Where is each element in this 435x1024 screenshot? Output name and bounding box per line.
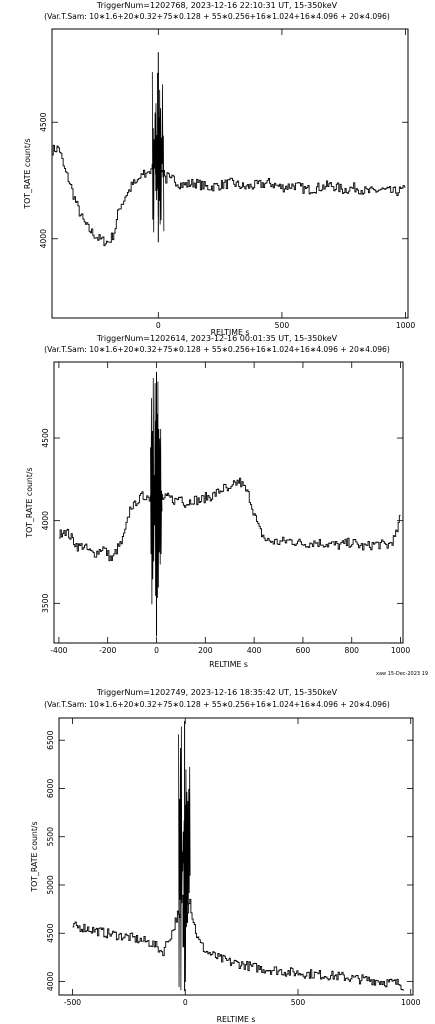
- y-tick-label: 6500: [46, 730, 55, 749]
- y-tick-label: 3500: [41, 593, 50, 612]
- x-axis-label: RELTIME s: [209, 660, 248, 669]
- lightcurve-panel-3: TriggerNum=1202749, 2023-12-16 18:35:42 …: [30, 688, 421, 1024]
- plot-frame: [58, 717, 414, 996]
- x-tick-label: 800: [344, 646, 359, 655]
- chart-title: TriggerNum=1202768, 2023-12-16 22:10:31 …: [96, 1, 338, 10]
- x-tick-label: 500: [291, 998, 306, 1007]
- y-tick-label: 4500: [39, 112, 48, 131]
- plot-frame: [51, 28, 409, 319]
- x-tick-label: 400: [247, 646, 262, 655]
- x-tick-label: 1000: [401, 998, 420, 1007]
- lightcurve-series-0: [72, 839, 404, 991]
- x-tick-label: 1000: [391, 646, 410, 655]
- x-tick-label: -500: [64, 998, 81, 1007]
- lightcurve-series-0: [58, 420, 401, 567]
- chart-title: TriggerNum=1202614, 2023-12-16 00:01:35 …: [96, 334, 338, 343]
- y-tick-label: 4000: [46, 972, 55, 991]
- chart-subtitle: (Var.T.Sam: 10∗1.6+20∗0.32+75∗0.128 + 55…: [44, 700, 390, 709]
- y-tick-label: 4000: [41, 511, 50, 530]
- x-axis-label: RELTIME s: [211, 328, 250, 337]
- x-tick-label: 500: [275, 321, 290, 330]
- lightcurve-series-0: [52, 72, 406, 247]
- x-tick-label: -200: [99, 646, 116, 655]
- y-axis-label: TOT_RATE count/s: [30, 821, 39, 892]
- lightcurve-panel-2: TriggerNum=1202614, 2023-12-16 00:01:35 …: [25, 334, 410, 669]
- plot-timestamp-stamp: xaw 15-Dec-2023 19: [376, 671, 428, 677]
- x-tick-label: 0: [156, 321, 161, 330]
- chart-title: TriggerNum=1202749, 2023-12-16 18:35:42 …: [96, 688, 338, 697]
- y-tick-label: 5000: [46, 875, 55, 894]
- y-tick-label: 4500: [46, 923, 55, 942]
- chart-subtitle: (Var.T.Sam: 10∗1.6+20∗0.32+75∗0.128 + 55…: [44, 12, 390, 21]
- y-axis-label: TOT_RATE count/s: [23, 138, 32, 209]
- x-tick-label: 600: [296, 646, 311, 655]
- y-tick-label: 4000: [39, 229, 48, 248]
- chart-subtitle: (Var.T.Sam: 10∗1.6+20∗0.32+75∗0.128 + 55…: [44, 345, 390, 354]
- x-tick-label: 200: [198, 646, 213, 655]
- x-axis-label: RELTIME s: [217, 1015, 256, 1024]
- y-tick-label: 5500: [46, 827, 55, 846]
- x-tick-label: -400: [50, 646, 67, 655]
- x-tick-label: 0: [154, 646, 159, 655]
- lightcurve-panel-1: TriggerNum=1202768, 2023-12-16 22:10:31 …: [23, 1, 415, 337]
- x-tick-label: 0: [183, 998, 188, 1007]
- y-tick-label: 4500: [41, 428, 50, 447]
- x-tick-label: 1000: [396, 321, 415, 330]
- y-axis-label: TOT_RATE count/s: [25, 467, 34, 538]
- plot-frame: [53, 361, 404, 644]
- y-tick-label: 6000: [46, 779, 55, 798]
